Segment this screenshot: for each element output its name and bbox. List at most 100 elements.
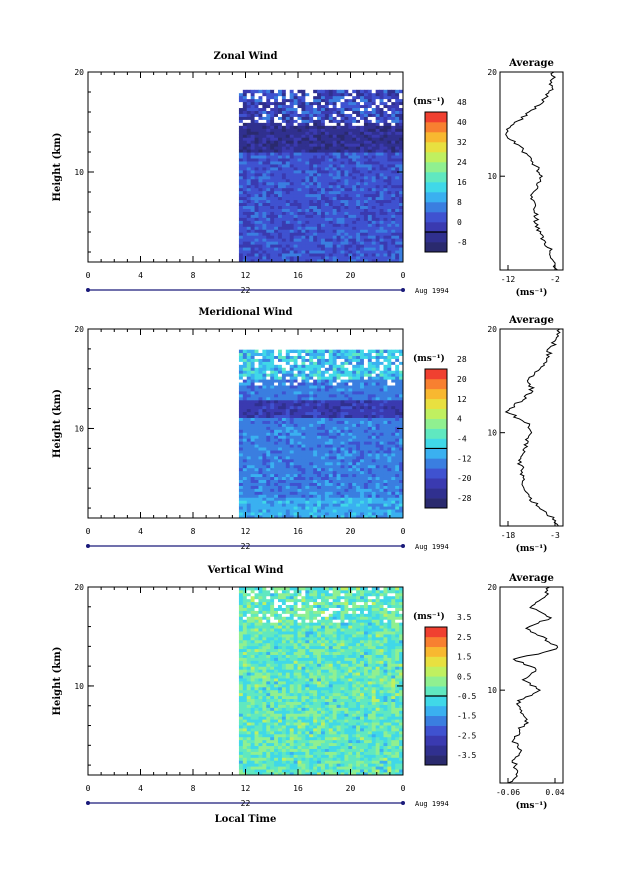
- heatmap-cell: [340, 509, 345, 513]
- heatmap-cell: [332, 101, 337, 106]
- heatmap-cell: [336, 464, 341, 469]
- heatmap-cell: [328, 497, 334, 501]
- heatmap-cell: [328, 388, 334, 392]
- heatmap-cell: [262, 232, 267, 236]
- heatmap-cell: [367, 467, 373, 472]
- heatmap-cell: [301, 98, 306, 103]
- heatmap-cell: [332, 193, 337, 198]
- heatmap-cell: [242, 358, 248, 362]
- heatmap-cell: [375, 512, 380, 516]
- heatmap-cell: [352, 506, 357, 510]
- heatmap-cell: [242, 184, 248, 189]
- heatmap-cell: [281, 500, 287, 504]
- heatmap-cell: [352, 405, 357, 410]
- heatmap-cell: [266, 226, 271, 230]
- heatmap-cell: [391, 259, 396, 263]
- heatmap-cell: [332, 388, 337, 392]
- heatmap-cell: [270, 181, 275, 186]
- heatmap-cell: [274, 382, 279, 386]
- heatmap-cell: [246, 256, 252, 260]
- heatmap-cell: [395, 355, 400, 359]
- heatmap-cell: [254, 155, 259, 159]
- heatmap-cell: [352, 444, 357, 448]
- heatmap-cell: [363, 461, 369, 466]
- heatmap-cell: [324, 146, 330, 150]
- heatmap-cell: [270, 116, 275, 120]
- heatmap-cell: [387, 461, 392, 466]
- heatmap-cell: [317, 122, 322, 126]
- heatmap-cell: [254, 411, 259, 416]
- heatmap-cell: [336, 367, 341, 371]
- heatmap-cell: [348, 232, 353, 236]
- heatmap-cell: [391, 464, 396, 469]
- heatmap-cell: [242, 140, 248, 144]
- heatmap-cell: [313, 187, 318, 192]
- heatmap-cell: [391, 193, 396, 198]
- heatmap-cell: [258, 491, 263, 495]
- heatmap-cell: [360, 113, 365, 117]
- x-tick-label: 0: [401, 271, 406, 280]
- heatmap-cell: [293, 393, 298, 398]
- heatmap-cell: [383, 202, 388, 206]
- heatmap-cell: [266, 467, 271, 472]
- heatmap-cell: [383, 367, 388, 371]
- heatmap-cell: [340, 488, 345, 492]
- heatmap-cell: [332, 172, 337, 177]
- heatmap-cell: [367, 379, 373, 383]
- heatmap-cell: [305, 361, 310, 365]
- heatmap-cell: [387, 429, 392, 433]
- heatmap-cell: [305, 214, 310, 218]
- x-tick-label: 20: [346, 271, 356, 280]
- heatmap-cell: [293, 512, 298, 516]
- heatmap-cell: [328, 169, 334, 174]
- heatmap-cell: [250, 89, 255, 94]
- heatmap-cell: [332, 92, 337, 97]
- heatmap-cell: [387, 193, 392, 198]
- x-tick-label: 4: [138, 527, 143, 536]
- heatmap-cell: [285, 113, 291, 117]
- heatmap-cell: [375, 205, 380, 209]
- heatmap-cell: [278, 244, 283, 248]
- heatmap-cell: [317, 196, 322, 201]
- heatmap-cell: [379, 158, 384, 162]
- heatmap-cell: [336, 101, 341, 106]
- heatmap-cell: [336, 497, 341, 501]
- heatmap-cell: [391, 355, 396, 359]
- heatmap-cell: [332, 512, 337, 516]
- heatmap-cell: [274, 488, 279, 492]
- heatmap-cell: [274, 515, 279, 519]
- heatmap-cell: [278, 217, 283, 221]
- heatmap-cell: [305, 113, 310, 117]
- heatmap-cell: [383, 104, 388, 109]
- heatmap-cell: [270, 408, 275, 413]
- heatmap-cell: [395, 226, 400, 230]
- heatmap-cell: [391, 414, 396, 418]
- heatmap-cell: [360, 355, 365, 359]
- heatmap-cell: [270, 388, 275, 392]
- heatmap-cell: [250, 485, 255, 489]
- heatmap-cell: [367, 116, 373, 120]
- heatmap-cell: [262, 432, 267, 436]
- heatmap-cell: [395, 453, 400, 457]
- heatmap-cell: [332, 464, 337, 469]
- heatmap-cell: [313, 461, 318, 466]
- heatmap-cell: [309, 470, 314, 475]
- heatmap-cell: [274, 238, 279, 242]
- heatmap-cell: [332, 396, 337, 401]
- heatmap-cell: [352, 223, 357, 227]
- heatmap-cell: [348, 107, 353, 111]
- heatmap-cell: [317, 178, 322, 183]
- heatmap-cell: [305, 104, 310, 109]
- heatmap-cell: [363, 214, 369, 218]
- heatmap-cell: [293, 199, 298, 204]
- heatmap-cell: [336, 253, 341, 257]
- heatmap-cell: [328, 211, 334, 215]
- heatmap-cell: [399, 241, 404, 245]
- heatmap-cell: [274, 444, 279, 448]
- heatmap-cell: [317, 464, 322, 469]
- heatmap-cell: [375, 355, 380, 359]
- heatmap-cell: [254, 461, 259, 466]
- heatmap-cell: [324, 253, 330, 257]
- heatmap-cell: [344, 125, 349, 129]
- heatmap-cell: [363, 259, 369, 263]
